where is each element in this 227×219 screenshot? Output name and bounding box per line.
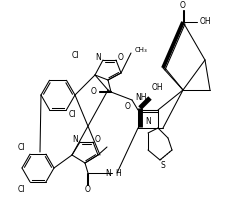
Text: N: N [95, 53, 101, 62]
Text: CH₃: CH₃ [134, 47, 147, 53]
Text: O: O [125, 102, 130, 111]
Text: O: O [91, 88, 96, 97]
Text: Cl: Cl [71, 51, 78, 60]
Text: N: N [105, 168, 111, 178]
Text: O: O [118, 53, 123, 62]
Text: O: O [95, 134, 100, 143]
Text: OH: OH [151, 83, 162, 92]
Text: N: N [72, 134, 78, 143]
Text: S: S [160, 161, 165, 170]
Text: O: O [179, 2, 185, 11]
Text: Cl: Cl [68, 111, 75, 120]
Text: O: O [85, 185, 91, 194]
Text: Cl: Cl [17, 143, 25, 152]
Text: N: N [145, 118, 150, 127]
Text: NH: NH [134, 94, 146, 102]
Text: H: H [114, 168, 120, 178]
Text: Cl: Cl [17, 185, 25, 194]
Text: OH: OH [198, 18, 210, 26]
